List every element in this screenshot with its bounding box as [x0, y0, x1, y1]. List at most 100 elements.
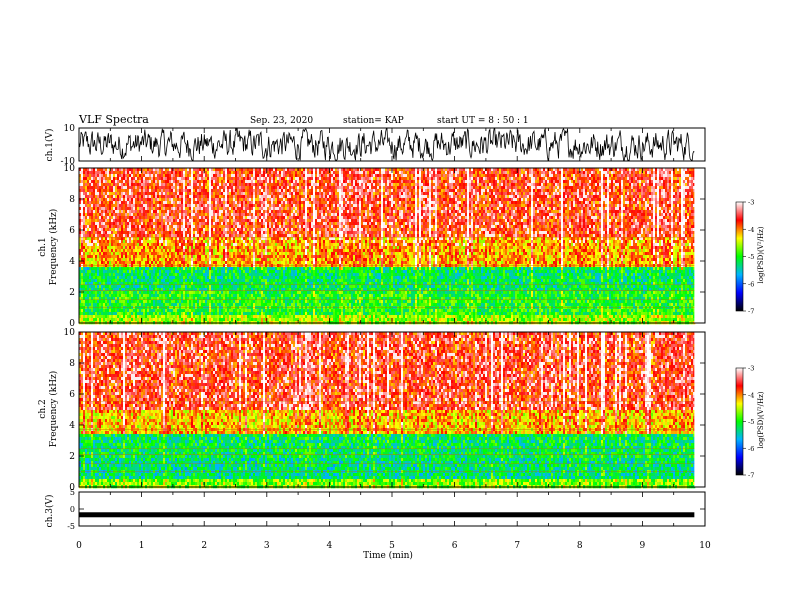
psd-cell — [255, 228, 258, 232]
psd-cell — [195, 231, 198, 235]
psd-cell — [99, 249, 102, 253]
psd-cell — [111, 297, 114, 301]
psd-cell — [257, 312, 260, 316]
psd-cell — [133, 198, 136, 202]
psd-cell — [269, 171, 272, 175]
psd-cell — [177, 237, 180, 241]
psd-cell — [183, 177, 186, 181]
psd-cell — [221, 297, 224, 301]
psd-cell — [169, 171, 172, 175]
psd-cell — [125, 252, 128, 256]
psd-cell — [245, 309, 248, 313]
psd-cell — [85, 246, 88, 250]
psd-cell — [127, 180, 130, 184]
psd-cell — [91, 255, 94, 259]
psd-cell — [245, 174, 248, 178]
psd-cell — [205, 219, 208, 223]
psd-cell — [209, 267, 212, 271]
psd-cell — [105, 210, 108, 214]
psd-cell — [115, 258, 118, 262]
psd-cell — [163, 222, 166, 226]
psd-cell — [175, 276, 178, 280]
psd-cell — [165, 210, 168, 214]
psd-cell — [95, 300, 98, 304]
psd-cell — [251, 294, 254, 298]
psd-cell — [99, 282, 102, 286]
psd-cell — [257, 231, 260, 235]
psd-cell — [145, 189, 148, 193]
psd-cell — [111, 213, 114, 217]
psd-cell — [167, 276, 170, 280]
psd-cell — [183, 210, 186, 214]
psd-cell — [167, 288, 170, 292]
psd-cell — [175, 315, 178, 319]
psd-cell — [101, 174, 104, 178]
psd-cell — [135, 195, 138, 199]
psd-cell — [111, 204, 114, 208]
psd-cell — [227, 246, 230, 250]
psd-cell — [189, 228, 192, 232]
psd-cell — [89, 237, 92, 241]
psd-cell — [189, 282, 192, 286]
psd-cell — [265, 222, 268, 226]
psd-cell — [81, 219, 84, 223]
psd-cell — [261, 312, 264, 316]
psd-cell — [199, 276, 202, 280]
psd-cell — [233, 207, 236, 211]
psd-cell — [121, 288, 124, 292]
psd-cell — [145, 231, 148, 235]
psd-cell — [119, 282, 122, 286]
psd-cell — [179, 270, 182, 274]
psd-cell — [187, 315, 190, 319]
psd-cell — [243, 303, 246, 307]
psd-cell — [187, 168, 190, 172]
psd-cell — [129, 195, 132, 199]
psd-cell — [91, 219, 94, 223]
psd-cell — [155, 297, 158, 301]
psd-cell — [183, 270, 186, 274]
psd-cell — [95, 279, 98, 283]
psd-cell — [239, 237, 242, 241]
psd-cell — [221, 258, 224, 262]
psd-cell — [199, 219, 202, 223]
psd-cell — [153, 252, 156, 256]
psd-cell — [261, 192, 264, 196]
psd-cell — [209, 219, 212, 223]
psd-cell — [107, 186, 110, 190]
psd-cell — [129, 291, 132, 295]
psd-cell — [189, 279, 192, 283]
psd-cell — [227, 240, 230, 244]
psd-cell — [79, 300, 82, 304]
psd-cell — [199, 177, 202, 181]
psd-cell — [89, 267, 92, 271]
psd-cell — [83, 258, 86, 262]
psd-cell — [79, 180, 82, 184]
psd-cell — [197, 216, 200, 220]
psd-cell — [105, 171, 108, 175]
psd-cell — [157, 288, 160, 292]
psd-cell — [261, 288, 264, 292]
psd-cell — [241, 201, 244, 205]
psd-cell — [181, 192, 184, 196]
psd-cell — [205, 210, 208, 214]
psd-cell — [191, 261, 194, 265]
psd-cell — [223, 192, 226, 196]
psd-cell — [179, 192, 182, 196]
psd-cell — [225, 183, 228, 187]
psd-cell — [243, 168, 246, 172]
psd-cell — [149, 273, 152, 277]
psd-cell — [145, 225, 148, 229]
psd-cell — [105, 297, 108, 301]
psd-cell — [223, 228, 226, 232]
psd-cell — [213, 219, 216, 223]
psd-cell — [137, 282, 140, 286]
psd-cell — [251, 219, 254, 223]
psd-cell — [109, 183, 112, 187]
psd-cell — [101, 252, 104, 256]
psd-cell — [249, 219, 252, 223]
psd-cell — [181, 270, 184, 274]
psd-cell — [115, 267, 118, 271]
psd-cell — [247, 180, 250, 184]
psd-cell — [167, 255, 170, 259]
psd-cell — [105, 201, 108, 205]
